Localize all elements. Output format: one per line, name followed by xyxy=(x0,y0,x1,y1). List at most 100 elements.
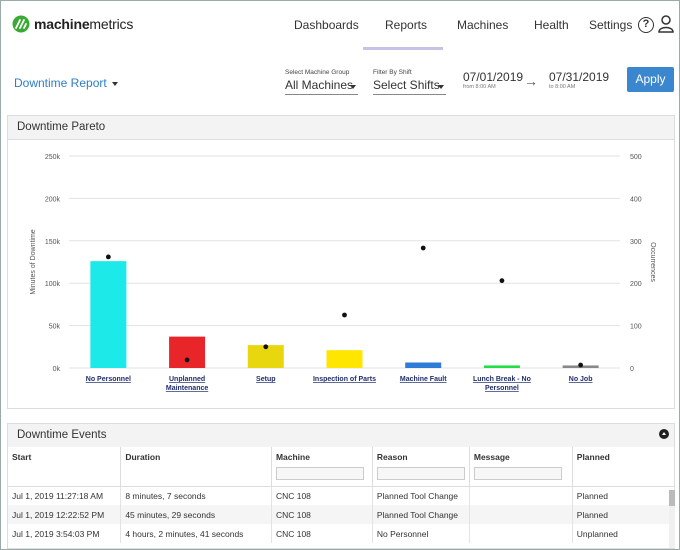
top-navigation: machinemetrics Dashboards Reports Machin… xyxy=(1,1,679,50)
y2-tick-label: 300 xyxy=(630,239,642,246)
panel-title: Downtime Pareto xyxy=(8,116,674,140)
occurrence-point xyxy=(420,245,426,251)
column-header-start[interactable]: Start xyxy=(8,447,122,486)
cell-reason: Planned Tool Change xyxy=(372,505,470,524)
category-label: Setup xyxy=(256,376,275,383)
cell-machine: CNC 108 xyxy=(271,486,373,505)
nav-active-indicator xyxy=(363,47,443,50)
cell-message xyxy=(469,486,573,505)
column-header-duration[interactable]: Duration xyxy=(120,447,272,486)
arrow-right-icon: → xyxy=(524,73,538,89)
column-header-machine[interactable]: Machine xyxy=(271,447,373,486)
category-label: Personnel xyxy=(485,385,519,392)
reason-filter-input[interactable] xyxy=(376,467,465,480)
nav-reports[interactable]: Reports xyxy=(385,18,428,32)
start-date-input[interactable]: 07/01/2019 xyxy=(463,70,524,84)
y2-tick-label: 100 xyxy=(630,324,642,331)
column-header-message[interactable]: Message xyxy=(469,447,573,486)
y2-tick-label: 200 xyxy=(630,281,642,288)
cell-start: Jul 1, 2019 3:54:03 PM xyxy=(8,524,122,543)
shift-filter-label: Filter By Shift xyxy=(373,69,412,76)
category-label: Machine Fault xyxy=(400,376,447,383)
nav-dashboards[interactable]: Dashboards xyxy=(294,18,359,32)
help-icon[interactable]: ? xyxy=(638,17,654,33)
cell-planned: Planned xyxy=(572,486,676,505)
category-label: Lunch Break - No xyxy=(473,376,531,383)
shift-select[interactable]: Select Shifts xyxy=(373,78,446,95)
category-label: Unplanned xyxy=(169,376,205,383)
start-time-label: from 8:00 AM xyxy=(463,84,496,90)
cell-reason: No Personnel xyxy=(372,524,470,543)
y-tick-label: 150k xyxy=(45,239,61,246)
brand-logo[interactable]: machinemetrics xyxy=(12,15,133,33)
user-icon[interactable] xyxy=(658,15,674,33)
y-axis-title: Minutes of Downtime xyxy=(30,229,37,294)
bar-no-personnel xyxy=(90,261,127,368)
end-date-input[interactable]: 07/31/2019 xyxy=(549,70,610,84)
message-filter-input[interactable] xyxy=(473,467,562,480)
category-label: Maintenance xyxy=(166,385,209,392)
y-tick-label: 200k xyxy=(45,196,61,203)
category-label: No Job xyxy=(569,376,593,383)
nav-machines[interactable]: Machines xyxy=(457,18,509,32)
y-tick-label: 50k xyxy=(49,324,61,331)
table-scrollbar[interactable] xyxy=(669,490,675,548)
report-type-dropdown[interactable]: Downtime Report xyxy=(14,76,118,90)
y2-tick-label: 400 xyxy=(630,196,642,203)
chevron-down-icon xyxy=(438,85,444,89)
y-tick-label: 0k xyxy=(53,366,61,373)
bar-inspection-of-parts xyxy=(326,350,363,368)
occurrence-point xyxy=(499,278,505,284)
chevron-down-icon xyxy=(350,85,356,89)
table-row[interactable]: Jul 1, 2019 3:54:03 PM 4 hours, 2 minute… xyxy=(8,524,676,543)
brand-name: machinemetrics xyxy=(34,16,134,32)
cell-start: Jul 1, 2019 11:27:18 AM xyxy=(8,486,122,505)
cell-duration: 45 minutes, 29 seconds xyxy=(120,505,272,524)
cell-duration: 8 minutes, 7 seconds xyxy=(120,486,272,505)
bar-lunch-break-no-personnel xyxy=(483,365,520,368)
y2-tick-label: 500 xyxy=(630,154,642,161)
logo-icon xyxy=(12,15,30,33)
cell-planned: Unplanned xyxy=(572,524,676,543)
table-header-row: Start Duration Machine Reason Message Pl… xyxy=(8,447,676,486)
bar-machine-fault xyxy=(405,362,442,368)
cell-message xyxy=(469,524,573,543)
collapse-icon[interactable] xyxy=(659,429,669,439)
category-label: Inspection of Parts xyxy=(313,376,376,383)
table-row[interactable]: Jul 1, 2019 11:27:18 AM 8 minutes, 7 sec… xyxy=(8,486,676,505)
occurrence-point xyxy=(263,344,269,350)
occurrence-point xyxy=(184,357,190,363)
filter-bar xyxy=(1,50,679,112)
end-time-label: to 8:00 AM xyxy=(549,84,576,90)
cell-planned: Planned xyxy=(572,505,676,524)
cell-machine: CNC 108 xyxy=(271,524,373,543)
occurrence-point xyxy=(105,254,111,260)
downtime-events-panel: Downtime Events Start Duration Machine R… xyxy=(7,423,676,549)
y2-tick-label: 0 xyxy=(630,366,634,373)
column-header-reason[interactable]: Reason xyxy=(372,447,470,486)
machine-group-label: Select Machine Group xyxy=(285,69,350,76)
category-label: No Personnel xyxy=(86,376,131,383)
scrollbar-thumb[interactable] xyxy=(669,490,675,506)
cell-machine: CNC 108 xyxy=(271,505,373,524)
events-table: Start Duration Machine Reason Message Pl… xyxy=(8,447,676,543)
occurrence-point xyxy=(578,362,584,368)
nav-health[interactable]: Health xyxy=(534,18,569,32)
downtime-pareto-panel: Downtime Pareto 0k 0 50k 100 100k 200 150k 300 2… xyxy=(7,115,675,409)
bar-unplanned-maintenance xyxy=(169,336,206,368)
pareto-chart: 0k 0 50k 100 100k 200 150k 300 200k 400 250k 500 Min… xyxy=(30,154,656,392)
apply-button[interactable]: Apply xyxy=(627,67,674,92)
nav-settings[interactable]: Settings xyxy=(589,18,633,32)
machine-filter-input[interactable] xyxy=(275,467,364,480)
cell-message xyxy=(469,505,573,524)
cell-reason: Planned Tool Change xyxy=(372,486,470,505)
table-row[interactable]: Jul 1, 2019 12:22:52 PM 45 minutes, 29 s… xyxy=(8,505,676,524)
y-tick-label: 250k xyxy=(45,154,61,161)
cell-start: Jul 1, 2019 12:22:52 PM xyxy=(8,505,122,524)
column-header-planned[interactable]: Planned xyxy=(572,447,676,486)
cell-duration: 4 hours, 2 minutes, 41 seconds xyxy=(120,524,272,543)
y-tick-label: 100k xyxy=(45,281,61,288)
y2-axis-title: Occurrences xyxy=(649,242,656,282)
bar-setup xyxy=(247,345,284,368)
machine-group-select[interactable]: All Machines xyxy=(285,78,358,95)
